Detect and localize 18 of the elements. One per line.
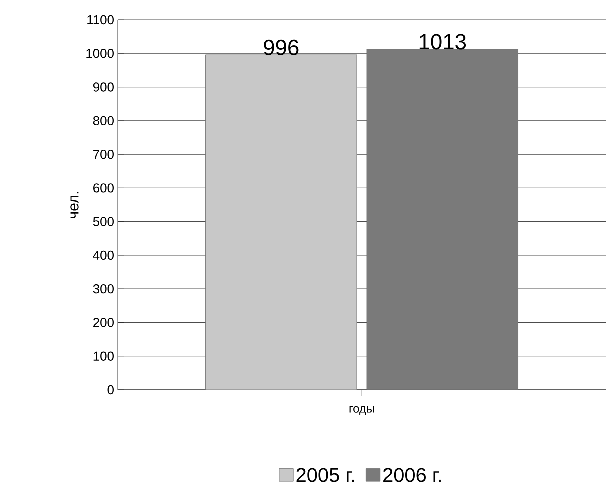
legend-label: 2006 г. — [384, 468, 441, 482]
y-axis-title: чел. — [70, 192, 79, 218]
y-tick-label: 300 — [93, 284, 114, 294]
y-tick-label: 800 — [93, 116, 114, 126]
y-tick-label: 700 — [94, 150, 114, 160]
y-tick-label: 600 — [94, 184, 114, 193]
y-tick-label: 400 — [93, 250, 114, 260]
y-tick-label: 1000 — [86, 49, 114, 58]
data-label: 1013 — [420, 34, 466, 50]
legend-label: 2005 г. — [296, 468, 354, 482]
y-tick-label: 500 — [93, 217, 114, 226]
y-tick-label: 900 — [93, 82, 114, 92]
y-tick-label: 1100 — [88, 15, 114, 25]
y-tick-label: 100 — [94, 352, 114, 361]
y-tick-label: 200 — [94, 318, 114, 328]
x-axis-title: годы — [350, 406, 374, 416]
y-tick-label: 0 — [108, 385, 114, 395]
data-label: 996 — [264, 40, 299, 56]
